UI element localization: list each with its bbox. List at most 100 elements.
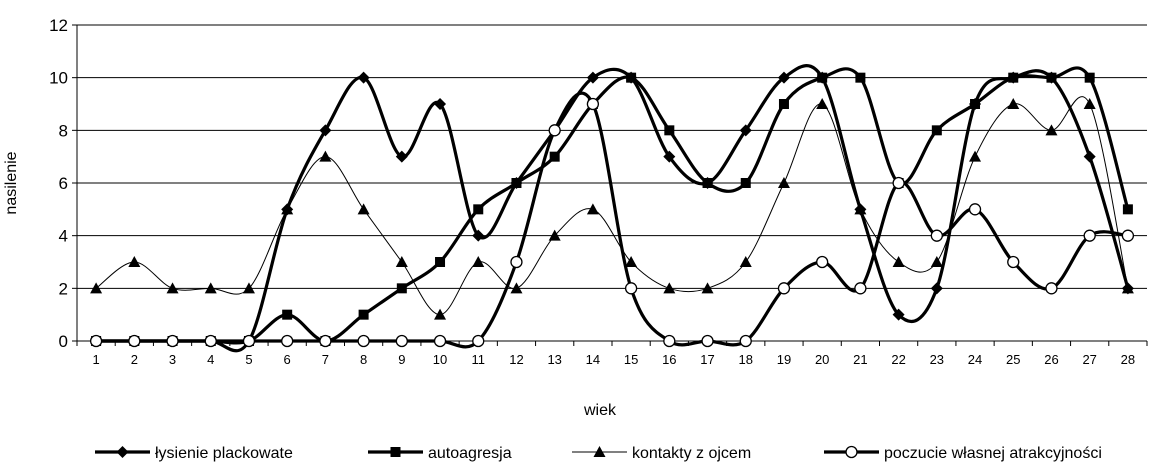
data-point-circle bbox=[167, 336, 178, 347]
legend-item-self-attractiveness: poczucie własnej atrakcyjności bbox=[824, 445, 1102, 462]
data-point-circle bbox=[511, 257, 522, 268]
y-tick-label: 4 bbox=[59, 227, 68, 246]
data-point-square bbox=[626, 73, 636, 83]
data-point-square bbox=[664, 125, 674, 135]
legend-marker-square bbox=[391, 447, 401, 457]
y-tick-label: 10 bbox=[49, 69, 68, 88]
x-tick-label: 17 bbox=[700, 352, 714, 367]
x-tick-label: 2 bbox=[131, 352, 138, 367]
x-tick-labels: 1 2 3 4 5 6 7 8 9 10 11 12 13 14 15 16 17 18 19 20 21 22 23 24 2… bbox=[92, 352, 1135, 367]
data-point-triangle bbox=[740, 256, 752, 267]
data-point-circle bbox=[626, 283, 637, 294]
y-tick-label: 6 bbox=[59, 174, 68, 193]
data-point-circle bbox=[778, 283, 789, 294]
data-point-square bbox=[741, 178, 751, 188]
data-point-circle bbox=[1122, 230, 1133, 241]
data-point-square bbox=[817, 73, 827, 83]
data-point-circle bbox=[320, 336, 331, 347]
data-point-square bbox=[932, 125, 942, 135]
x-tick-label: 16 bbox=[662, 352, 676, 367]
data-point-diamond bbox=[931, 282, 943, 294]
x-tick-label: 9 bbox=[398, 352, 405, 367]
data-point-circle bbox=[1084, 230, 1095, 241]
data-point-triangle bbox=[931, 256, 943, 267]
data-point-triangle bbox=[625, 256, 637, 267]
data-point-square bbox=[1046, 73, 1056, 83]
data-point-square bbox=[703, 178, 713, 188]
data-point-circle bbox=[282, 336, 293, 347]
data-point-circle bbox=[91, 336, 102, 347]
data-point-circle bbox=[243, 336, 254, 347]
data-point-triangle bbox=[1084, 98, 1096, 109]
legend-item-autoaggression: autoagresja bbox=[368, 445, 512, 462]
data-point-circle bbox=[129, 336, 140, 347]
x-tick-label: 10 bbox=[433, 352, 447, 367]
data-point-triangle bbox=[816, 98, 828, 109]
data-point-square bbox=[970, 99, 980, 109]
data-point-square bbox=[282, 310, 292, 320]
x-tick-label: 13 bbox=[547, 352, 561, 367]
legend-item-alopecia: łysienie plackowate bbox=[95, 445, 293, 462]
data-point-square bbox=[1123, 204, 1133, 214]
x-tick-label: 26 bbox=[1044, 352, 1058, 367]
legend-label: autoagresja bbox=[428, 445, 512, 462]
data-point-triangle bbox=[434, 309, 446, 320]
x-tick-label: 23 bbox=[930, 352, 944, 367]
x-tick-label: 25 bbox=[1006, 352, 1020, 367]
data-point-circle bbox=[931, 230, 942, 241]
legend-marker-diamond bbox=[117, 446, 129, 458]
data-point-triangle bbox=[893, 256, 905, 267]
data-point-circle bbox=[396, 336, 407, 347]
x-tick-label: 6 bbox=[284, 352, 291, 367]
legend-symbol-circle bbox=[824, 447, 879, 458]
data-point-square bbox=[855, 73, 865, 83]
legend-symbol-diamond bbox=[95, 446, 150, 458]
legend-label: poczucie własnej atrakcyjności bbox=[884, 445, 1102, 462]
data-point-square bbox=[511, 178, 521, 188]
y-tick-labels: 0 2 4 6 8 10 12 bbox=[49, 16, 68, 351]
x-tick-label: 12 bbox=[509, 352, 523, 367]
x-tick-label: 21 bbox=[853, 352, 867, 367]
legend-label: kontakty z ojcem bbox=[632, 445, 751, 462]
y-tick-label: 0 bbox=[59, 332, 68, 351]
series-line-circle bbox=[96, 93, 1128, 347]
x-tick-label: 11 bbox=[472, 352, 486, 367]
data-point-circle bbox=[664, 336, 675, 347]
x-tick-label: 14 bbox=[586, 352, 600, 367]
data-point-circle bbox=[740, 336, 751, 347]
y-tick-label: 12 bbox=[49, 16, 68, 35]
x-tick-label: 20 bbox=[815, 352, 829, 367]
data-point-triangle bbox=[358, 203, 370, 214]
legend-marker-circle bbox=[846, 447, 857, 458]
legend-symbol-square bbox=[368, 447, 423, 457]
data-point-circle bbox=[702, 336, 713, 347]
x-axis-label: wiek bbox=[583, 402, 617, 419]
y-tick-label: 8 bbox=[59, 121, 68, 140]
data-point-triangle bbox=[396, 256, 408, 267]
data-point-circle bbox=[1008, 257, 1019, 268]
x-tick-label: 24 bbox=[968, 352, 982, 367]
data-point-circle bbox=[473, 336, 484, 347]
data-point-square bbox=[779, 99, 789, 109]
x-tick-label: 1 bbox=[92, 352, 99, 367]
legend-symbol-triangle bbox=[572, 446, 627, 457]
data-point-square bbox=[550, 152, 560, 162]
x-tick-label: 5 bbox=[245, 352, 252, 367]
legend-item-father-contact: kontakty z ojcem bbox=[572, 445, 751, 462]
x-tick-label: 28 bbox=[1121, 352, 1135, 367]
x-tick-label: 7 bbox=[322, 352, 329, 367]
legend-label: łysienie plackowate bbox=[155, 445, 293, 462]
data-point-square bbox=[1085, 73, 1095, 83]
data-point-triangle bbox=[969, 151, 981, 162]
data-point-square bbox=[397, 283, 407, 293]
data-point-circle bbox=[970, 204, 981, 215]
x-tick-label: 3 bbox=[169, 352, 176, 367]
data-point-circle bbox=[205, 336, 216, 347]
series-markers bbox=[90, 72, 1134, 347]
x-tick-label: 27 bbox=[1082, 352, 1096, 367]
x-tick-label: 8 bbox=[360, 352, 367, 367]
data-point-triangle bbox=[128, 256, 140, 267]
data-point-square bbox=[359, 310, 369, 320]
data-point-circle bbox=[855, 283, 866, 294]
